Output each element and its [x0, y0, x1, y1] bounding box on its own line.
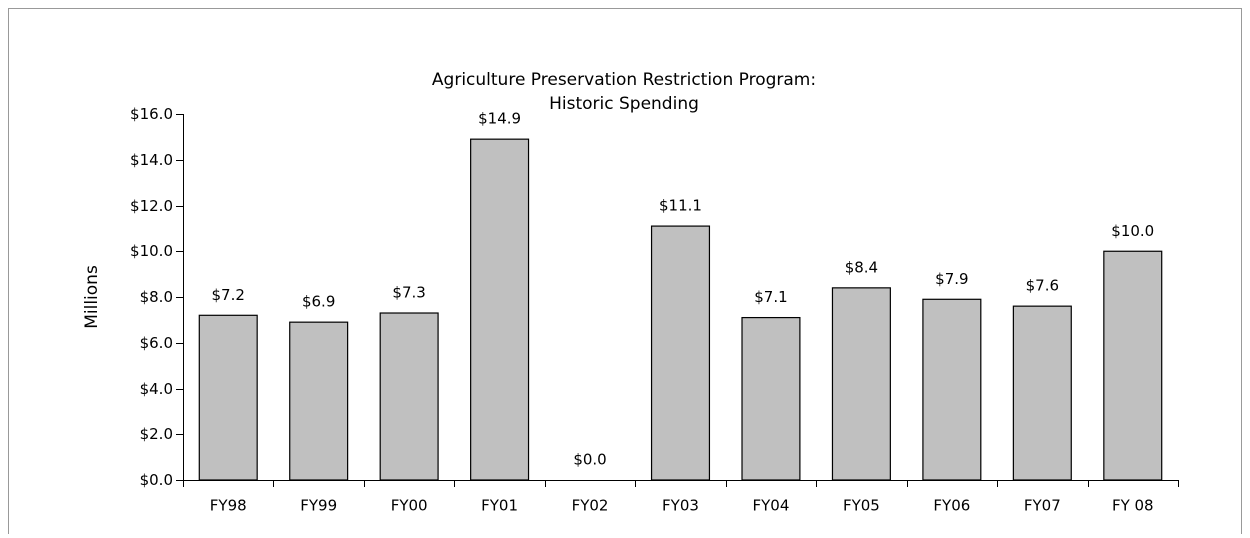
chart-title: Agriculture Preservation Restriction Pro… [432, 70, 816, 90]
data-label: $7.2 [212, 286, 245, 304]
bar [922, 298, 982, 481]
chart-frame [8, 8, 1242, 534]
x-tick-label: FY01 [481, 497, 518, 515]
data-label: $7.9 [935, 270, 968, 288]
data-label: $7.3 [392, 284, 425, 302]
data-label: $10.0 [1111, 222, 1154, 240]
y-axis-label: Millions [82, 265, 102, 329]
bar [289, 321, 349, 481]
y-tick-label: $4.0 [140, 380, 173, 398]
y-tick-label: $6.0 [140, 334, 173, 352]
data-label: $7.1 [754, 288, 787, 306]
bar [1103, 250, 1163, 481]
y-tick-label: $2.0 [140, 425, 173, 443]
bar [831, 287, 891, 481]
bar [650, 225, 711, 481]
y-tick-label: $16.0 [130, 105, 173, 123]
x-tick-label: FY98 [210, 497, 247, 515]
bar [1012, 305, 1072, 481]
x-tick-label: FY07 [1024, 497, 1061, 515]
data-label: $8.4 [845, 258, 878, 276]
x-tick-label: FY99 [300, 497, 337, 515]
x-tick-label: FY 08 [1112, 497, 1154, 515]
bar [470, 138, 530, 481]
bar [741, 316, 801, 481]
x-tick-label: FY05 [843, 497, 880, 515]
bar [379, 312, 439, 481]
chart-title: Historic Spending [549, 94, 699, 114]
data-label: $6.9 [302, 293, 335, 311]
x-tick-label: FY02 [572, 497, 609, 515]
data-label: $11.1 [659, 197, 702, 215]
y-tick-label: $10.0 [130, 242, 173, 260]
x-tick-label: FY06 [933, 497, 970, 515]
x-tick-label: FY03 [662, 497, 699, 515]
x-tick-label: FY04 [753, 497, 790, 515]
data-label: $7.6 [1026, 277, 1059, 295]
x-tick-label: FY00 [391, 497, 428, 515]
bar [198, 314, 258, 481]
data-label: $0.0 [573, 451, 606, 469]
y-tick-label: $0.0 [140, 471, 173, 489]
y-tick-label: $12.0 [130, 197, 173, 215]
data-label: $14.9 [478, 110, 521, 128]
y-tick-label: $8.0 [140, 288, 173, 306]
y-tick-label: $14.0 [130, 151, 173, 169]
